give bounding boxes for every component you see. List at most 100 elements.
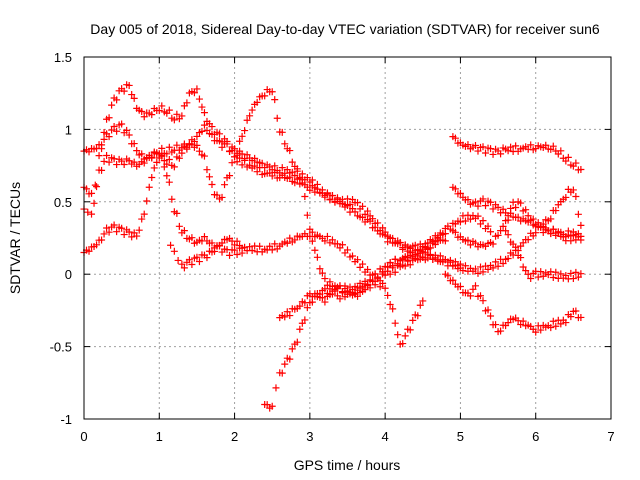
data-point bbox=[364, 281, 372, 289]
data-point bbox=[389, 262, 397, 270]
data-point bbox=[359, 213, 367, 221]
data-point bbox=[504, 254, 512, 262]
data-point bbox=[577, 166, 585, 174]
data-point bbox=[564, 153, 572, 161]
data-point bbox=[105, 158, 113, 166]
data-point bbox=[456, 218, 464, 226]
data-point bbox=[113, 127, 121, 135]
data-point bbox=[236, 137, 244, 145]
data-point bbox=[466, 215, 474, 223]
data-point bbox=[331, 198, 339, 206]
data-point bbox=[519, 263, 527, 271]
data-point bbox=[238, 132, 246, 140]
data-point bbox=[90, 199, 98, 207]
data-point bbox=[547, 215, 555, 223]
data-point bbox=[572, 307, 580, 315]
data-point bbox=[291, 179, 299, 187]
data-point bbox=[125, 131, 133, 139]
data-point bbox=[384, 291, 392, 299]
data-point bbox=[374, 273, 382, 281]
data-point bbox=[406, 244, 414, 252]
data-point bbox=[108, 126, 116, 134]
data-point bbox=[492, 321, 500, 329]
data-point bbox=[208, 130, 216, 138]
data-point bbox=[170, 247, 178, 255]
axis-ticks: 0 1 2 3 4 5 6 7 -1 -0.5 0 0.5 1 1.5 bbox=[50, 50, 615, 444]
data-point bbox=[180, 264, 188, 272]
data-point bbox=[477, 292, 485, 300]
data-point bbox=[203, 166, 211, 174]
data-point bbox=[386, 300, 394, 308]
data-point bbox=[268, 166, 276, 174]
data-point bbox=[193, 85, 201, 93]
data-point bbox=[301, 299, 309, 307]
chart-title: Day 005 of 2018, Sidereal Day-to-day VTE… bbox=[90, 21, 600, 37]
data-point bbox=[130, 140, 138, 148]
data-point bbox=[173, 209, 181, 217]
data-point bbox=[248, 247, 256, 255]
data-point bbox=[316, 290, 324, 298]
data-point bbox=[529, 215, 537, 223]
data-point bbox=[547, 324, 555, 332]
data-point bbox=[471, 282, 479, 290]
data-point bbox=[303, 304, 311, 312]
data-point bbox=[512, 142, 520, 150]
data-point bbox=[253, 98, 261, 106]
data-point bbox=[471, 141, 479, 149]
data-point bbox=[492, 258, 500, 266]
data-point bbox=[183, 99, 191, 107]
data-point bbox=[278, 369, 286, 377]
data-point bbox=[572, 159, 580, 167]
data-point bbox=[401, 262, 409, 270]
y-tick-label: 0 bbox=[65, 267, 72, 282]
data-point bbox=[527, 141, 535, 149]
data-point bbox=[306, 225, 314, 233]
data-point bbox=[464, 141, 472, 149]
data-point bbox=[411, 255, 419, 263]
data-point bbox=[336, 282, 344, 290]
data-point bbox=[562, 193, 570, 201]
data-point bbox=[241, 127, 249, 135]
data-point bbox=[474, 202, 482, 210]
x-axis-title: GPS time / hours bbox=[294, 457, 401, 473]
data-point bbox=[100, 128, 108, 136]
data-point bbox=[233, 158, 241, 166]
data-point bbox=[479, 143, 487, 151]
data-point bbox=[577, 221, 585, 229]
data-point bbox=[103, 151, 111, 159]
x-tick-label: 2 bbox=[231, 429, 238, 444]
data-point bbox=[396, 238, 404, 246]
data-point bbox=[233, 251, 241, 259]
data-point bbox=[303, 211, 311, 219]
data-point bbox=[308, 176, 316, 184]
data-point bbox=[532, 229, 540, 237]
data-point bbox=[364, 207, 372, 215]
data-point bbox=[170, 163, 178, 171]
data-point bbox=[271, 240, 279, 248]
data-point bbox=[163, 160, 171, 168]
data-point bbox=[567, 232, 575, 240]
data-point bbox=[113, 228, 121, 236]
data-point bbox=[208, 123, 216, 131]
data-point bbox=[537, 223, 545, 231]
data-point bbox=[371, 223, 379, 231]
data-point bbox=[502, 227, 510, 235]
data-point bbox=[165, 178, 173, 186]
y-tick-label: 1.5 bbox=[54, 50, 72, 65]
x-tick-label: 3 bbox=[306, 429, 313, 444]
data-point bbox=[118, 224, 126, 232]
data-point bbox=[228, 159, 236, 167]
data-point bbox=[456, 260, 464, 268]
data-point bbox=[567, 269, 575, 277]
data-point bbox=[537, 326, 545, 334]
series-track-10 bbox=[449, 198, 585, 251]
data-point bbox=[193, 253, 201, 261]
data-point bbox=[577, 270, 585, 278]
data-point bbox=[130, 94, 138, 102]
data-point bbox=[489, 240, 497, 248]
data-point bbox=[198, 103, 206, 111]
data-point bbox=[208, 181, 216, 189]
data-point bbox=[326, 195, 334, 203]
data-point bbox=[461, 217, 469, 225]
